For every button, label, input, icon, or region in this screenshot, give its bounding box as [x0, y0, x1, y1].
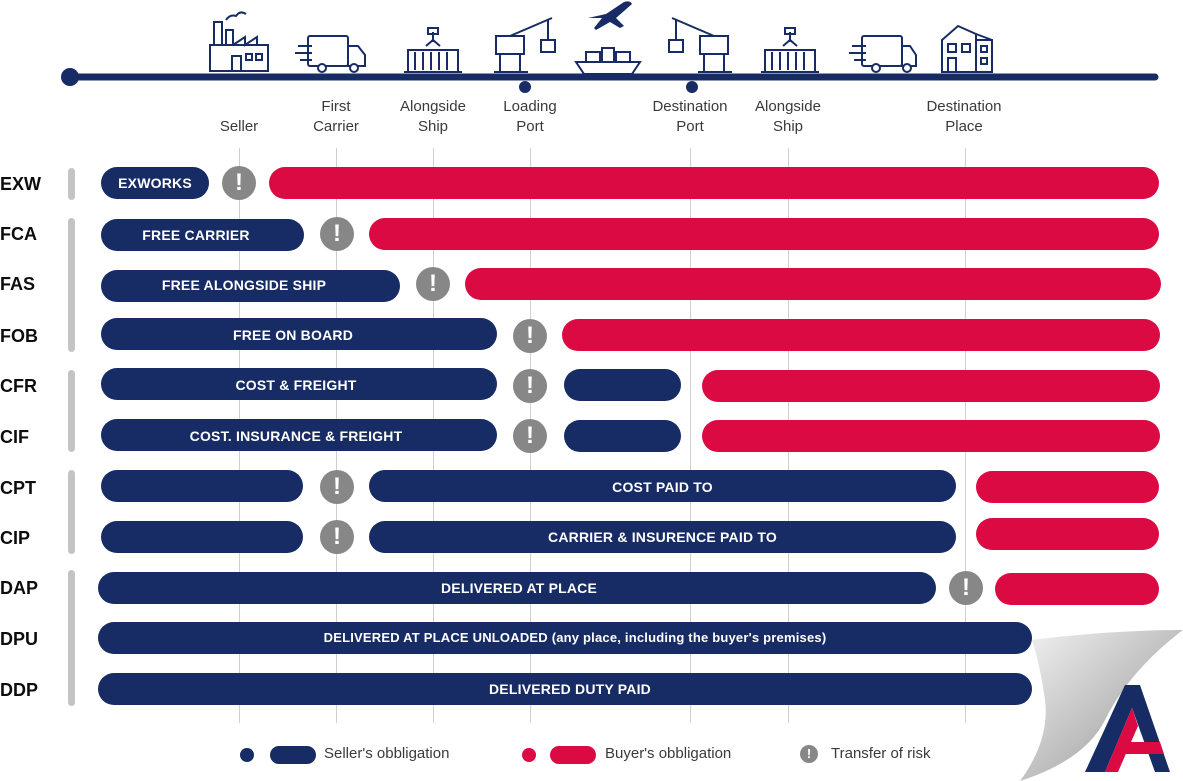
location-seller: Seller [219, 118, 259, 135]
page-curl-logo [1020, 630, 1183, 781]
location-alongside-ship-destination: Alongside Ship [755, 98, 821, 135]
seller-bar-cif [101, 419, 497, 451]
seller-bar-cif-freight [564, 420, 681, 452]
term-label-ddp: DELIVERED DUTY PAID [489, 681, 651, 697]
risk-transfer-icon: ! [320, 217, 354, 251]
seller-bar-cip [101, 521, 303, 553]
risk-transfer-icon: ! [320, 520, 354, 554]
risk-transfer-icon: ! [513, 369, 547, 403]
location-alongside-ship-origin: Alongside Ship [400, 98, 466, 135]
risk-transfer-icon: ! [416, 267, 450, 301]
buyer-bar-cip [976, 518, 1159, 550]
house-icon [941, 24, 993, 73]
logo-icon [1085, 685, 1170, 772]
term-code-fca: FCA [0, 224, 37, 244]
term-label-fas: FREE ALONGSIDE SHIP [161, 277, 327, 293]
buyer-bar-cfr [702, 370, 1160, 402]
route-start-dot [61, 68, 79, 86]
route-header [61, 1, 1159, 93]
group-bracket-carriage [68, 470, 75, 554]
seller-bar-fob [101, 318, 497, 350]
seller-bar-cpt-carriage [369, 470, 956, 502]
seller-bar-exw [101, 167, 209, 199]
risk-transfer-icon: ! [949, 571, 983, 605]
risk-transfer-icon: ! [320, 470, 354, 504]
term-code-dap: DAP [0, 578, 39, 598]
location-first-carrier: First Carrier [313, 98, 359, 135]
truck-icon [849, 35, 917, 73]
group-bracket-sea-free [68, 218, 75, 352]
location-loading-port: Loading Port [503, 98, 557, 135]
truck-icon [295, 35, 366, 73]
term-code-fas: FAS [0, 274, 36, 294]
risk-transfer-icon: ! [222, 166, 256, 200]
seller-bar-dpu [98, 622, 1032, 654]
risk-transfer-icon: ! [513, 419, 547, 453]
term-label-cip: CARRIER & INSURENCE PAID TO [548, 529, 777, 545]
term-code-fob: FOB [0, 326, 38, 346]
ship-icon [574, 47, 642, 77]
term-code-cip: CIP [0, 528, 31, 548]
term-code-exw: EXW [0, 174, 42, 194]
term-label-exw: EXWORKS [118, 175, 192, 191]
group-bracket-sea-cost [68, 370, 75, 452]
buyer-bar-fas [465, 268, 1161, 300]
seller-bar-cfr [101, 368, 497, 400]
term-label-dap: DELIVERED AT PLACE [440, 580, 598, 596]
legend-seller-dot [240, 748, 254, 762]
seller-bar-fas [101, 270, 400, 302]
legend-buyer-dot [522, 748, 536, 762]
legend-seller-pill [270, 746, 316, 764]
legend-buyer-pill [550, 746, 596, 764]
group-bracket-any-mode [68, 168, 75, 200]
guide-line-destination-port [690, 148, 691, 723]
term-label-cif: COST. INSURANCE & FREIGHT [189, 428, 403, 444]
seller-bar-cfr-freight [564, 369, 681, 401]
term-label-cfr: COST & FREIGHT [235, 377, 357, 393]
buyer-bar-cif [702, 420, 1160, 452]
buyer-bar-cpt [976, 471, 1159, 503]
seller-bar-fca [101, 219, 304, 251]
seller-bar-dap [98, 572, 936, 604]
legend-buyer-label: Buyer's obbligation [605, 745, 732, 762]
crane-icon [494, 17, 556, 73]
term-code-cfr: CFR [0, 376, 37, 396]
crane-icon [668, 17, 732, 73]
term-label-fca: FREE CARRIER [142, 227, 250, 243]
term-label-fob: FREE ON BOARD [232, 327, 354, 343]
group-bracket-delivered [68, 570, 75, 706]
term-code-ddp: DDP [0, 680, 39, 700]
location-destination-port: Destination Port [652, 98, 728, 135]
buyer-bar-dap [995, 573, 1159, 605]
container-icon [761, 27, 819, 73]
risk-transfer-icon: ! [513, 319, 547, 353]
location-destination-place: Destination Place [926, 98, 1002, 135]
term-code-dpu: DPU [0, 629, 39, 649]
airplane-icon [588, 1, 632, 30]
term-label-dpu: DELIVERED AT PLACE UNLOADED (any place, … [323, 630, 827, 645]
container-icon [404, 27, 462, 73]
factory-icon [209, 11, 269, 72]
legend-risk-label: Transfer of risk [831, 745, 931, 762]
buyer-bar-fob [562, 319, 1160, 351]
term-code-cpt: CPT [0, 478, 36, 498]
legend-seller-label: Seller's obbligation [324, 745, 450, 762]
route-dot-loading-port [519, 81, 531, 93]
legend-risk-icon: ! [800, 745, 818, 763]
route-dot-destination-port [686, 81, 698, 93]
seller-bar-ddp [98, 673, 1032, 705]
term-label-cpt: COST PAID TO [612, 479, 713, 495]
buyer-bar-exw [269, 167, 1159, 199]
buyer-bar-fca [369, 218, 1159, 250]
seller-bar-cpt [101, 470, 303, 502]
seller-bar-cip-carriage [369, 521, 956, 553]
term-code-cif: CIF [0, 427, 29, 447]
